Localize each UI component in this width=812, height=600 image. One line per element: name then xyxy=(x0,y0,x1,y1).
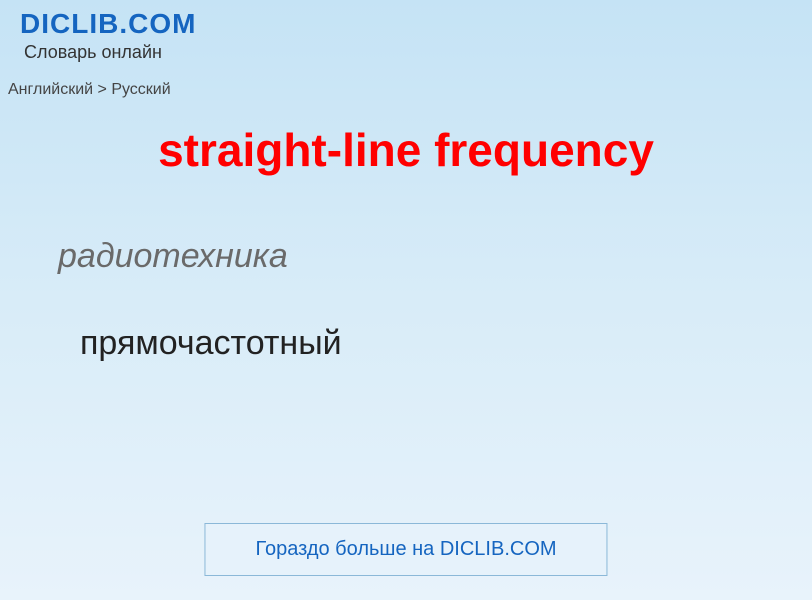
content: straight-line frequency радиотехника пря… xyxy=(0,123,812,363)
headword: straight-line frequency xyxy=(40,123,772,177)
translation-text: прямочастотный xyxy=(80,324,772,363)
site-tagline: Словарь онлайн xyxy=(24,42,812,63)
breadcrumb[interactable]: Английский > Русский xyxy=(8,81,812,99)
site-name[interactable]: DICLIB.COM xyxy=(20,8,812,40)
header: DICLIB.COM Словарь онлайн xyxy=(0,0,812,63)
more-button[interactable]: Гораздо больше на DICLIB.COM xyxy=(204,523,607,576)
category-label: радиотехника xyxy=(58,237,772,276)
